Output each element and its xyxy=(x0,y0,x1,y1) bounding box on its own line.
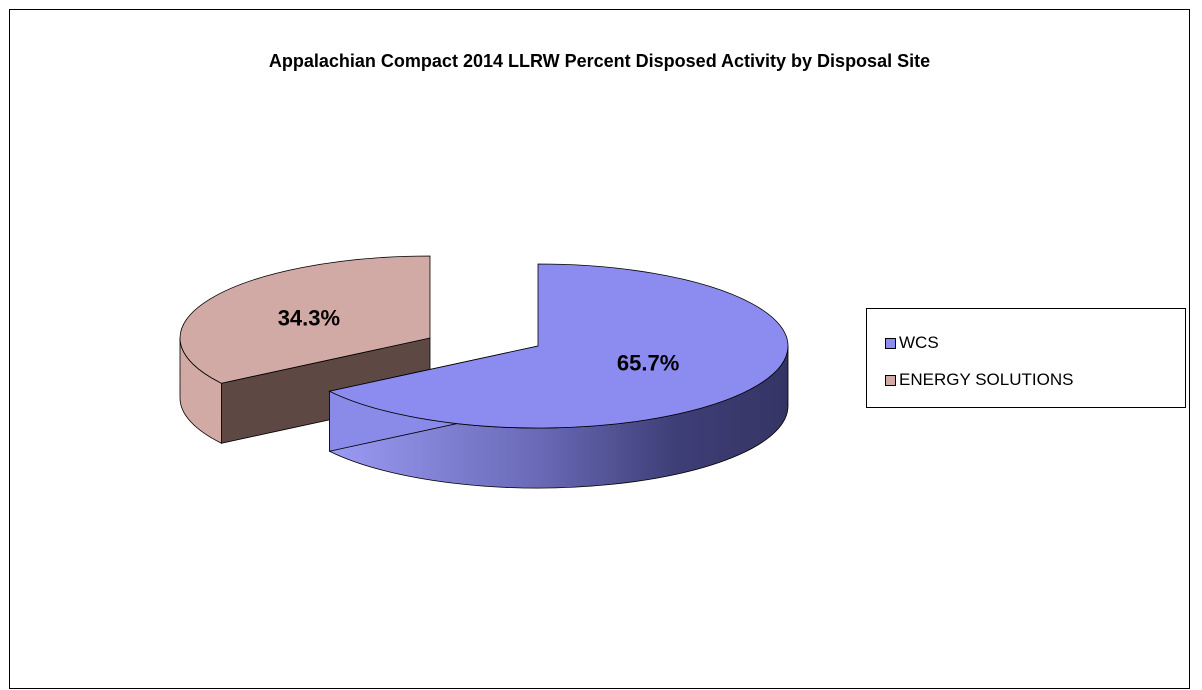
data-label-energy-solutions: 34.3% xyxy=(278,306,340,331)
legend: WCS ENERGY SOLUTIONS xyxy=(866,308,1186,408)
chart-frame: Appalachian Compact 2014 LLRW Percent Di… xyxy=(9,9,1190,689)
chart-title: Appalachian Compact 2014 LLRW Percent Di… xyxy=(268,51,931,71)
legend-swatch-wcs xyxy=(885,337,896,349)
legend-label-wcs: WCS xyxy=(899,333,939,352)
legend-item-wcs: WCS xyxy=(885,333,939,353)
pie-chart: 34.3% 65.7% xyxy=(179,255,789,489)
data-label-wcs: 65.7% xyxy=(617,350,679,375)
pie-slice-energy-solutions xyxy=(179,255,431,444)
legend-label-energy-solutions: ENERGY SOLUTIONS xyxy=(899,370,1074,389)
pie-slice-wcs xyxy=(328,263,789,489)
legend-swatch-energy-solutions xyxy=(885,374,896,386)
pie-slice-wcs-top xyxy=(328,263,789,429)
pie-slice-energy-solutions-top xyxy=(179,255,431,384)
legend-item-energy-solutions: ENERGY SOLUTIONS xyxy=(885,370,1073,390)
